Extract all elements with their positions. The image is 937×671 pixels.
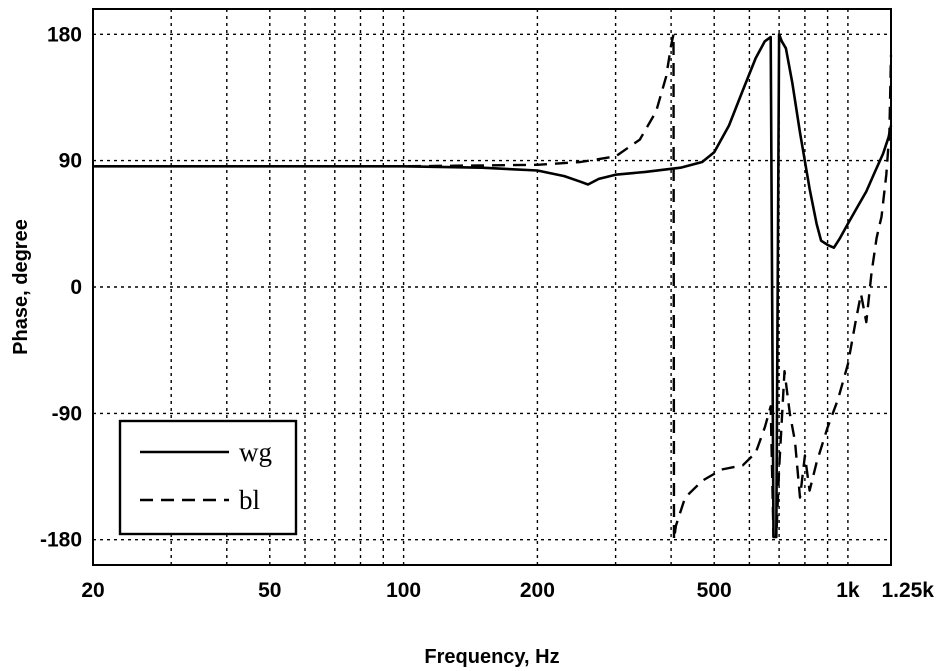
plot-frame <box>92 8 892 566</box>
series-layer <box>93 33 893 541</box>
legend: wg bl <box>118 419 298 536</box>
x-tick-label: 100 <box>386 579 421 602</box>
legend-label-wg: wg <box>239 437 272 467</box>
x-tick-label: 1.25k <box>881 579 934 602</box>
x-tick-label: 20 <box>81 579 104 602</box>
series-line-bl <box>93 33 893 541</box>
legend-label-bl: bl <box>239 485 260 515</box>
x-tick-label: 500 <box>697 579 732 602</box>
x-tick-label: 50 <box>258 579 281 602</box>
x-tick-label: 1k <box>836 579 860 602</box>
y-tick-label: -180 <box>40 529 82 552</box>
x-axis-label: Frequency, Hz <box>424 646 559 668</box>
y-axis-label: Phase, degree <box>10 219 32 355</box>
y-tick-label: 180 <box>47 23 82 46</box>
y-tick-label: -90 <box>52 402 82 425</box>
grid-layer <box>93 9 891 565</box>
x-tick-label: 200 <box>520 579 555 602</box>
y-tick-labels: 180 90 0 -90 -180 <box>40 23 82 551</box>
y-tick-label: 0 <box>70 276 82 299</box>
x-tick-labels: 20 50 100 200 500 1k 1.25k <box>81 579 934 602</box>
legend-box <box>118 419 298 536</box>
y-tick-label: 90 <box>59 150 82 173</box>
